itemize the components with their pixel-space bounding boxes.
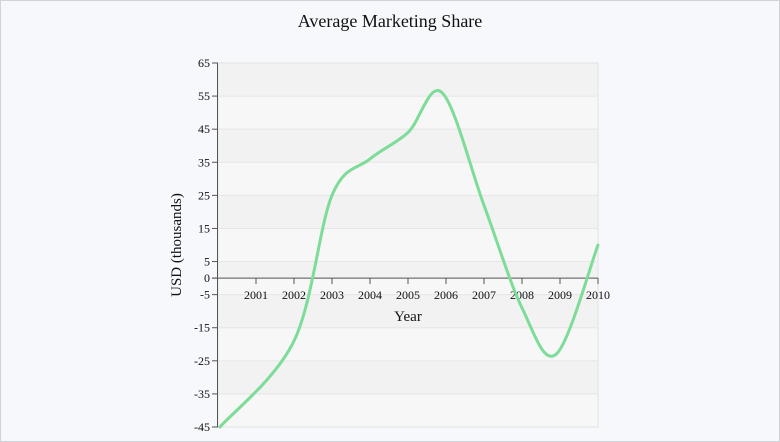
grid-band xyxy=(218,393,598,427)
grid-band xyxy=(218,129,598,163)
grid-band xyxy=(218,327,598,361)
series-lines xyxy=(218,89,600,429)
y-tick-label: -15 xyxy=(194,321,210,335)
y-tick-label: 35 xyxy=(198,155,210,169)
x-tick-label: 2005 xyxy=(396,288,420,302)
series-line xyxy=(218,89,600,429)
y-tick-label: -35 xyxy=(194,387,210,401)
x-tick-label: 2001 xyxy=(244,288,268,302)
grid-band xyxy=(218,96,598,130)
axes xyxy=(212,63,598,427)
x-tick-label: 2006 xyxy=(434,288,458,302)
grid-band xyxy=(218,195,598,229)
y-tick-label: 0 xyxy=(204,271,210,285)
x-tick-label: 2007 xyxy=(472,288,496,302)
x-tick-label: 2002 xyxy=(282,288,306,302)
x-tick-label: 2003 xyxy=(320,288,344,302)
x-tick-label: 2009 xyxy=(548,288,572,302)
y-axis-label: USD (thousands) xyxy=(169,193,185,297)
y-tick-label: -5 xyxy=(200,288,210,302)
y-tick-labels: 65 55 45 35 25 15 5 0 -5 -15 -25 -35 -45 xyxy=(194,56,218,434)
x-tick-label: 2004 xyxy=(358,288,382,302)
y-tick-label: -45 xyxy=(194,420,210,434)
grid-band xyxy=(218,228,598,262)
y-tick-label: 65 xyxy=(198,56,210,70)
x-tick-label: 2010 xyxy=(586,288,610,302)
chart-title: Average Marketing Share xyxy=(297,11,483,31)
grid-band xyxy=(218,294,598,328)
y-tick-label: 55 xyxy=(198,89,210,103)
y-tick-label: 15 xyxy=(198,221,210,235)
x-tick-labels: 2001 2002 2003 2004 2005 2006 2007 2008 2009 2010 xyxy=(244,278,610,302)
y-tick-label: 25 xyxy=(198,188,210,202)
grid-band xyxy=(218,63,598,97)
y-tick-label: 5 xyxy=(204,255,210,269)
y-tick-label: -25 xyxy=(194,354,210,368)
y-tick-label: 45 xyxy=(198,122,210,136)
grid-band xyxy=(218,261,598,279)
grid-band xyxy=(218,360,598,394)
grid-band xyxy=(218,162,598,196)
x-axis-label: Year xyxy=(394,309,422,325)
grid-bands xyxy=(217,62,599,428)
